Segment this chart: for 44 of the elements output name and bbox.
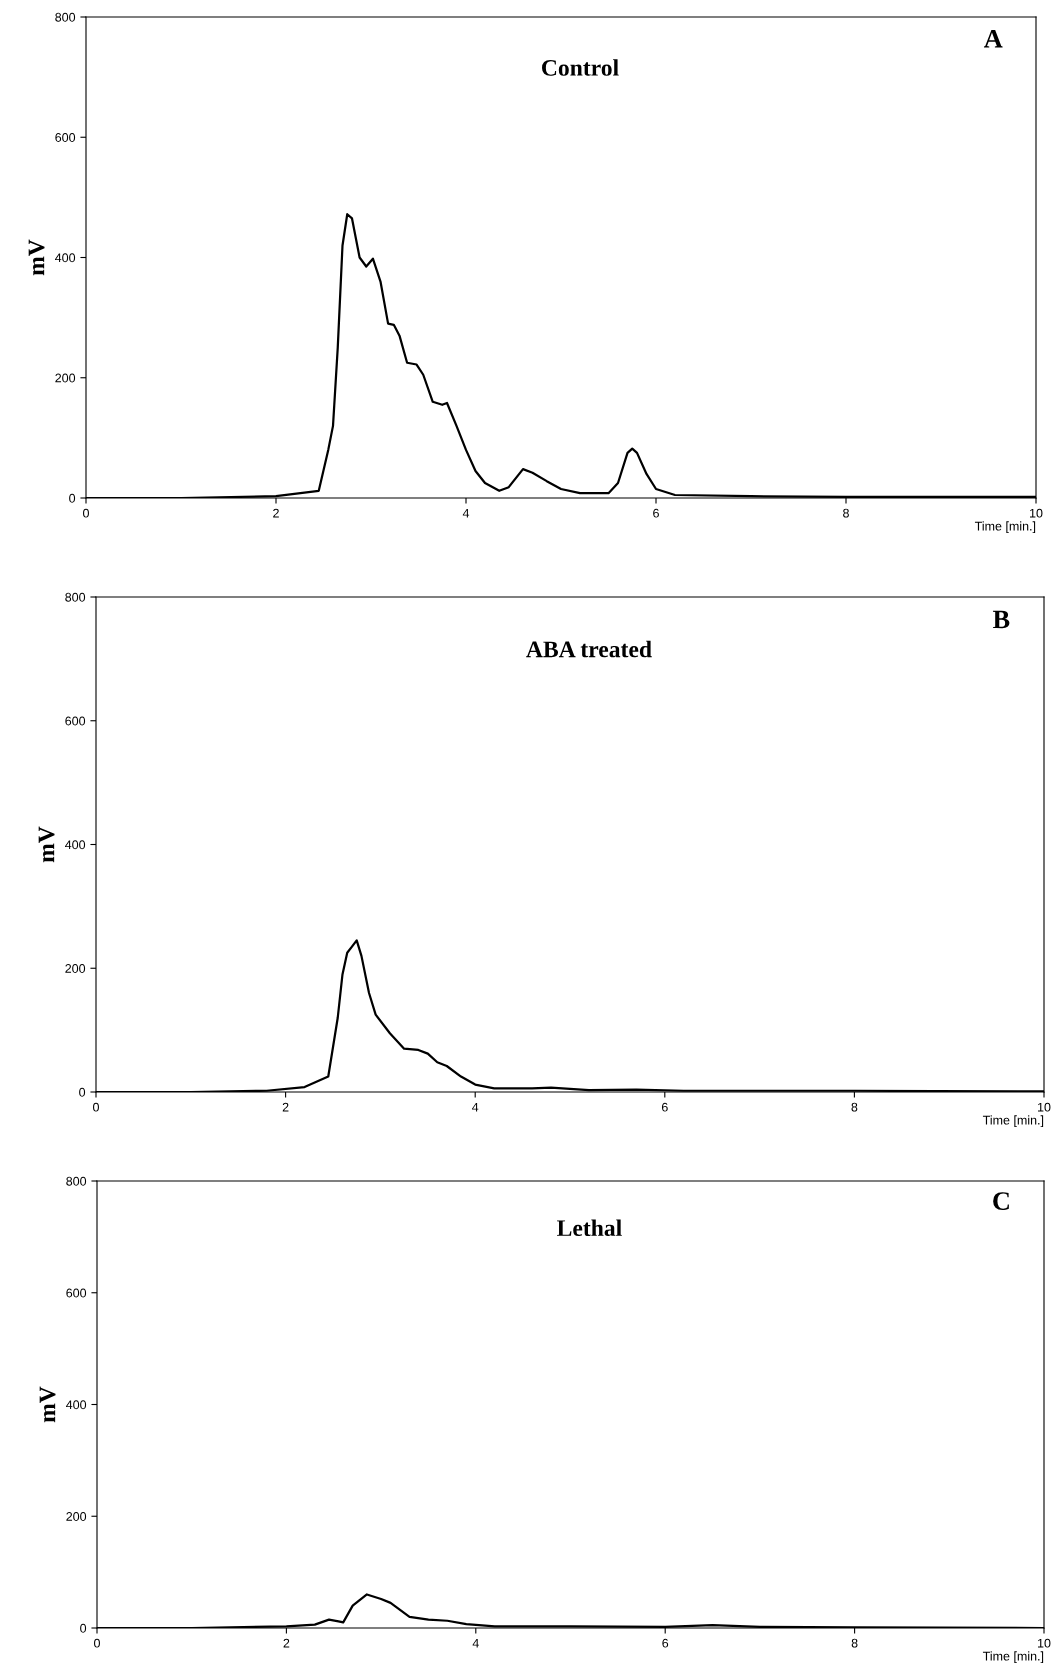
x-tick-label: 6 (662, 1638, 669, 1648)
y-tick-label: 800 (65, 592, 86, 602)
x-tick-label: 10 (1038, 1102, 1051, 1112)
x-tick-label: 8 (851, 1638, 858, 1648)
x-axis-title: Time [min.] (974, 521, 1036, 533)
y-tick-label: 0 (80, 1623, 87, 1633)
x-tick-label: 4 (472, 1638, 479, 1648)
y-tick-label: 800 (66, 1176, 87, 1186)
y-tick-label: 200 (55, 373, 76, 383)
y-tick-label: 600 (65, 716, 86, 726)
x-tick-label: 2 (273, 508, 279, 518)
y-tick-label: 400 (65, 840, 86, 850)
y-tick-label: 0 (69, 493, 76, 503)
text: Control (542, 59, 619, 76)
y-tick-label: 600 (55, 133, 76, 142)
x-axis-title: Time [min.] (982, 1651, 1044, 1663)
y-tick-label: 400 (55, 253, 76, 263)
x-tick-label: 2 (282, 1102, 289, 1112)
x-axis-title: Time [min.] (982, 1115, 1044, 1127)
y-tick-label: 200 (65, 964, 86, 973)
y-tick-label: 800 (55, 12, 76, 22)
x-tick-label: 8 (843, 508, 849, 518)
annotation: B (992, 610, 1010, 629)
y-axis-title: mV (39, 1386, 56, 1423)
x-tick-label: 0 (94, 1638, 100, 1648)
annotation: C (993, 1192, 1009, 1210)
text: Lethal (557, 1219, 622, 1237)
x-tick-label: 2 (283, 1638, 290, 1648)
text: ABA treated (526, 640, 652, 658)
y-tick-label: 0 (79, 1087, 86, 1097)
y-tick-label: 400 (66, 1400, 87, 1410)
x-tick-label: 6 (661, 1102, 668, 1112)
x-tick-label: 4 (472, 1102, 479, 1112)
y-tick-label: 600 (66, 1288, 87, 1298)
annotation: A (983, 29, 1003, 48)
x-tick-label: 0 (93, 1102, 99, 1112)
y-axis-title: mV (28, 239, 45, 276)
x-tick-label: 6 (653, 508, 659, 518)
x-tick-label: 10 (1030, 508, 1043, 518)
y-axis-title: mV (38, 826, 55, 863)
x-tick-label: 4 (462, 508, 470, 518)
y-tick-label: 200 (66, 1512, 87, 1521)
x-tick-label: 10 (1038, 1638, 1051, 1648)
x-tick-label: 8 (851, 1102, 858, 1112)
